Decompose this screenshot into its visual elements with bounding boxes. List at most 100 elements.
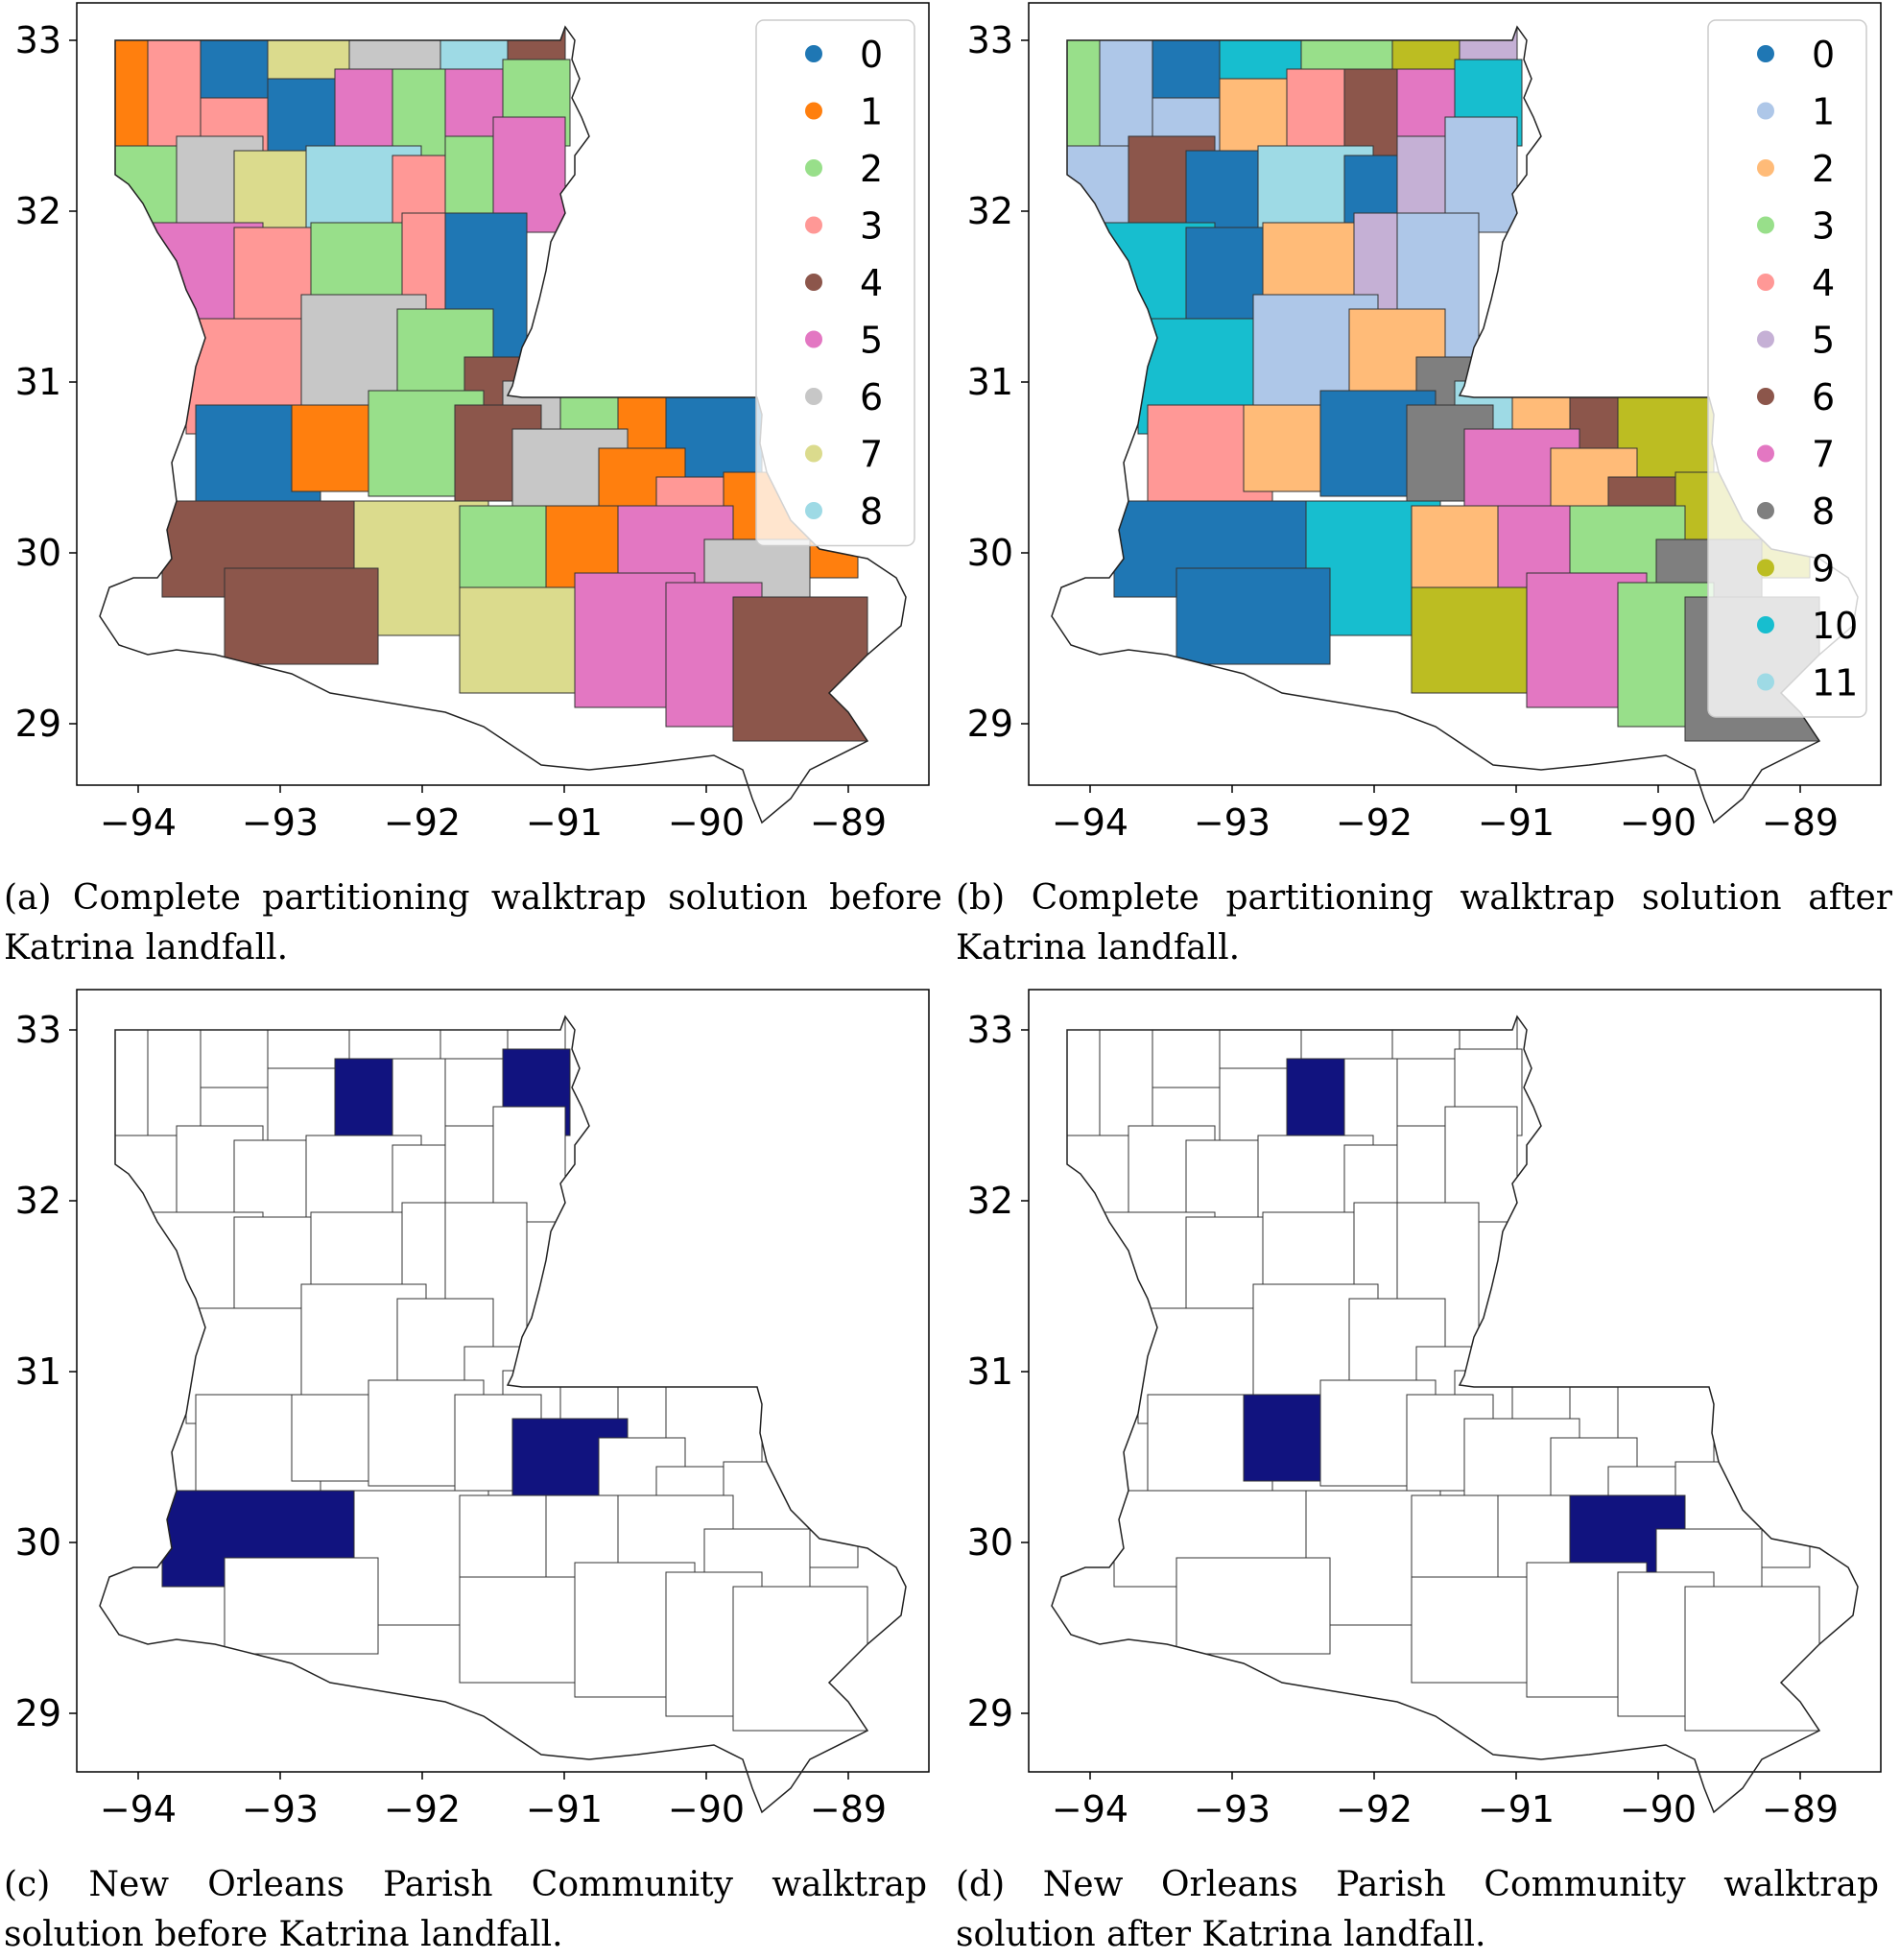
legend-marker bbox=[805, 388, 822, 405]
legend-label: 10 bbox=[1812, 605, 1858, 647]
legend-label: 3 bbox=[860, 205, 883, 248]
y-tick-label: 33 bbox=[15, 1009, 61, 1051]
y-tick-label: 30 bbox=[967, 1521, 1013, 1564]
y-tick-label: 31 bbox=[15, 1350, 61, 1393]
panel-b: −94 −93 −92 −91 −90 −89 33 32 31 30 29 0 1 2 3 4 5 6 7 8 9 10… bbox=[967, 2, 1882, 844]
x-tick-label: −90 bbox=[668, 801, 745, 844]
legend-label: 5 bbox=[860, 320, 883, 362]
legend-marker bbox=[1757, 159, 1774, 177]
legend-label: 5 bbox=[1812, 320, 1835, 362]
legend-label: 4 bbox=[1812, 262, 1835, 304]
x-tick-label: −92 bbox=[1336, 1788, 1413, 1830]
x-tick-label: −93 bbox=[1194, 1788, 1271, 1830]
y-tick-label: 33 bbox=[967, 19, 1013, 61]
legend-label: 2 bbox=[1812, 148, 1835, 190]
parish-layer bbox=[1060, 27, 1820, 742]
x-tick-label: −89 bbox=[1762, 1788, 1839, 1830]
panel-c-frame bbox=[76, 989, 930, 1773]
legend-box bbox=[1707, 19, 1867, 718]
y-tick-label: 29 bbox=[15, 703, 61, 745]
caption-c: (c) New Orleans Parish Community walktra… bbox=[4, 1860, 927, 1960]
caption-d-text: (d) New Orleans Parish Community walktra… bbox=[956, 1865, 1879, 1954]
x-tick-label: −92 bbox=[1336, 801, 1413, 844]
legend-label: 7 bbox=[1812, 434, 1835, 476]
legend-label: 7 bbox=[860, 434, 883, 476]
panel-d-frame bbox=[1028, 989, 1882, 1773]
legend-box bbox=[755, 19, 915, 547]
caption-b-text: (b) Complete partitioning walktrap solut… bbox=[956, 878, 1892, 968]
legend-label: 4 bbox=[860, 262, 883, 304]
legend-label: 0 bbox=[1812, 34, 1835, 76]
parish-layer bbox=[1060, 1016, 1820, 1732]
x-tick-label: −89 bbox=[1762, 801, 1839, 844]
panel-b-frame bbox=[1028, 2, 1882, 786]
x-tick-label: −89 bbox=[810, 801, 887, 844]
y-tick-label: 32 bbox=[967, 1180, 1013, 1222]
y-tick-label: 29 bbox=[967, 1692, 1013, 1734]
legend-label: 2 bbox=[860, 148, 883, 190]
legend-marker bbox=[805, 330, 822, 348]
y-tick-label: 33 bbox=[967, 1009, 1013, 1051]
x-tick-label: −94 bbox=[1052, 1788, 1128, 1830]
parish bbox=[224, 567, 379, 665]
x-tick-label: −94 bbox=[100, 801, 177, 844]
state-outline bbox=[1051, 25, 1859, 825]
legend-label: 8 bbox=[1812, 490, 1835, 533]
legend-marker bbox=[805, 444, 822, 463]
legend-label: 1 bbox=[860, 91, 883, 133]
parish bbox=[1684, 1586, 1820, 1732]
caption-a-text: (a) Complete partitioning walktrap solut… bbox=[4, 878, 942, 968]
x-tick-label: −91 bbox=[1478, 1788, 1555, 1830]
legend-marker bbox=[1757, 616, 1774, 633]
parish bbox=[1176, 1557, 1331, 1655]
caption-a: (a) Complete partitioning walktrap solut… bbox=[4, 873, 942, 973]
legend-label: 1 bbox=[1812, 91, 1835, 133]
x-tick-label: −90 bbox=[1620, 1788, 1697, 1830]
x-tick-label: −91 bbox=[526, 1788, 603, 1830]
y-tick-label: 32 bbox=[15, 1180, 61, 1222]
caption-c-text: (c) New Orleans Parish Community walktra… bbox=[4, 1865, 927, 1954]
y-tick-label: 31 bbox=[15, 361, 61, 403]
parish bbox=[224, 1557, 379, 1655]
y-tick-label: 33 bbox=[15, 19, 61, 61]
legend-marker bbox=[805, 502, 822, 519]
y-tick-label: 32 bbox=[967, 190, 1013, 232]
caption-b: (b) Complete partitioning walktrap solut… bbox=[956, 873, 1892, 973]
x-tick-label: −93 bbox=[242, 1788, 319, 1830]
legend-marker bbox=[805, 159, 822, 177]
x-tick-label: −93 bbox=[1194, 801, 1271, 844]
legend-marker bbox=[1757, 388, 1774, 405]
x-tick-label: −93 bbox=[242, 801, 319, 844]
x-tick-label: −91 bbox=[526, 801, 603, 844]
legend-label: 6 bbox=[860, 376, 883, 418]
legend-marker bbox=[805, 102, 822, 120]
y-tick-label: 29 bbox=[967, 703, 1013, 745]
x-tick-label: −90 bbox=[1620, 801, 1697, 844]
legend-marker bbox=[1757, 216, 1774, 234]
panel-a: −94 −93 −92 −91 −90 −89 33 32 31 30 29 0 1 2 3 4 5 6 7 8 bbox=[15, 2, 930, 844]
state-outline bbox=[1051, 1015, 1859, 1814]
caption-d: (d) New Orleans Parish Community walktra… bbox=[956, 1860, 1879, 1960]
state-outline bbox=[99, 25, 907, 825]
legend-marker bbox=[805, 274, 822, 291]
legend-marker bbox=[1757, 274, 1774, 291]
y-tick-label: 30 bbox=[15, 1521, 61, 1564]
legend-label: 9 bbox=[1812, 548, 1835, 590]
legend-marker bbox=[1757, 444, 1774, 463]
x-tick-label: −90 bbox=[668, 1788, 745, 1830]
legend-label: 6 bbox=[1812, 376, 1835, 418]
legend-label: 0 bbox=[860, 34, 883, 76]
legend-marker bbox=[1757, 673, 1774, 691]
panel-d: −94 −93 −92 −91 −90 −89 33 32 31 30 29 bbox=[967, 989, 1882, 1830]
x-tick-label: −94 bbox=[1052, 801, 1128, 844]
legend-marker bbox=[1757, 330, 1774, 348]
x-tick-label: −91 bbox=[1478, 801, 1555, 844]
legend-label: 8 bbox=[860, 490, 883, 533]
x-tick-label: −89 bbox=[810, 1788, 887, 1830]
legend-label: 3 bbox=[1812, 205, 1835, 248]
y-tick-label: 30 bbox=[967, 532, 1013, 574]
x-tick-label: −92 bbox=[384, 1788, 461, 1830]
y-tick-label: 31 bbox=[967, 361, 1013, 403]
parish-layer bbox=[108, 1016, 868, 1732]
